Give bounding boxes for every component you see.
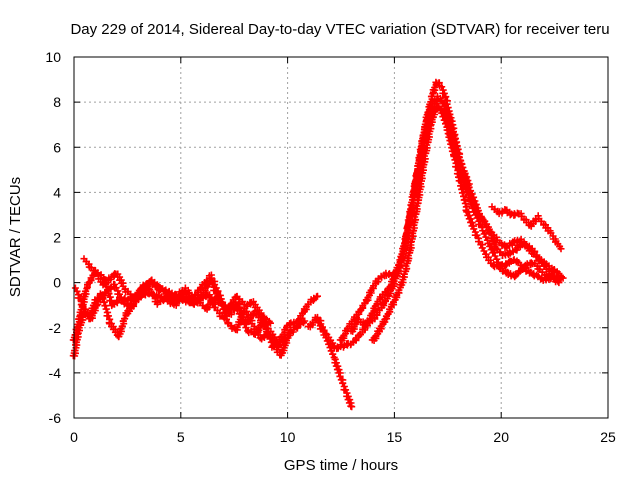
y-tick-label: -2 [49, 320, 62, 336]
x-tick-label: 5 [177, 429, 185, 445]
series-track-d [80, 255, 274, 327]
tick-labels: 0 5 10 15 20 25 -6 -4 -2 0 2 4 6 8 10 [45, 49, 616, 445]
data-markers [313, 316, 356, 411]
y-tick-label: 0 [53, 275, 61, 291]
data-points [69, 78, 567, 411]
x-tick-label: 15 [387, 429, 403, 445]
y-tick-label: 10 [45, 49, 61, 65]
x-tick-label: 25 [600, 429, 616, 445]
y-tick-label: -4 [49, 365, 62, 381]
x-axis-label: GPS time / hours [284, 457, 398, 474]
y-tick-label: 2 [53, 230, 61, 246]
series-track-j [488, 203, 565, 253]
chart-title: Day 229 of 2014, Sidereal Day-to-day VTE… [70, 21, 609, 38]
y-tick-label: 6 [53, 139, 61, 155]
y-tick-label: 8 [53, 94, 61, 110]
x-tick-label: 0 [70, 429, 78, 445]
x-tick-label: 20 [493, 429, 509, 445]
data-markers [80, 255, 274, 327]
plot-frame [73, 56, 609, 419]
y-tick-label: 4 [53, 184, 61, 200]
x-tick-label: 10 [280, 429, 296, 445]
grid-lines [74, 57, 608, 418]
y-tick-label: -6 [49, 410, 62, 426]
y-axis-label: SDTVAR / TECUs [7, 177, 24, 297]
data-markers [488, 203, 565, 253]
series-track-i [368, 100, 563, 344]
data-markers [368, 100, 563, 344]
series-track-f [313, 316, 356, 411]
